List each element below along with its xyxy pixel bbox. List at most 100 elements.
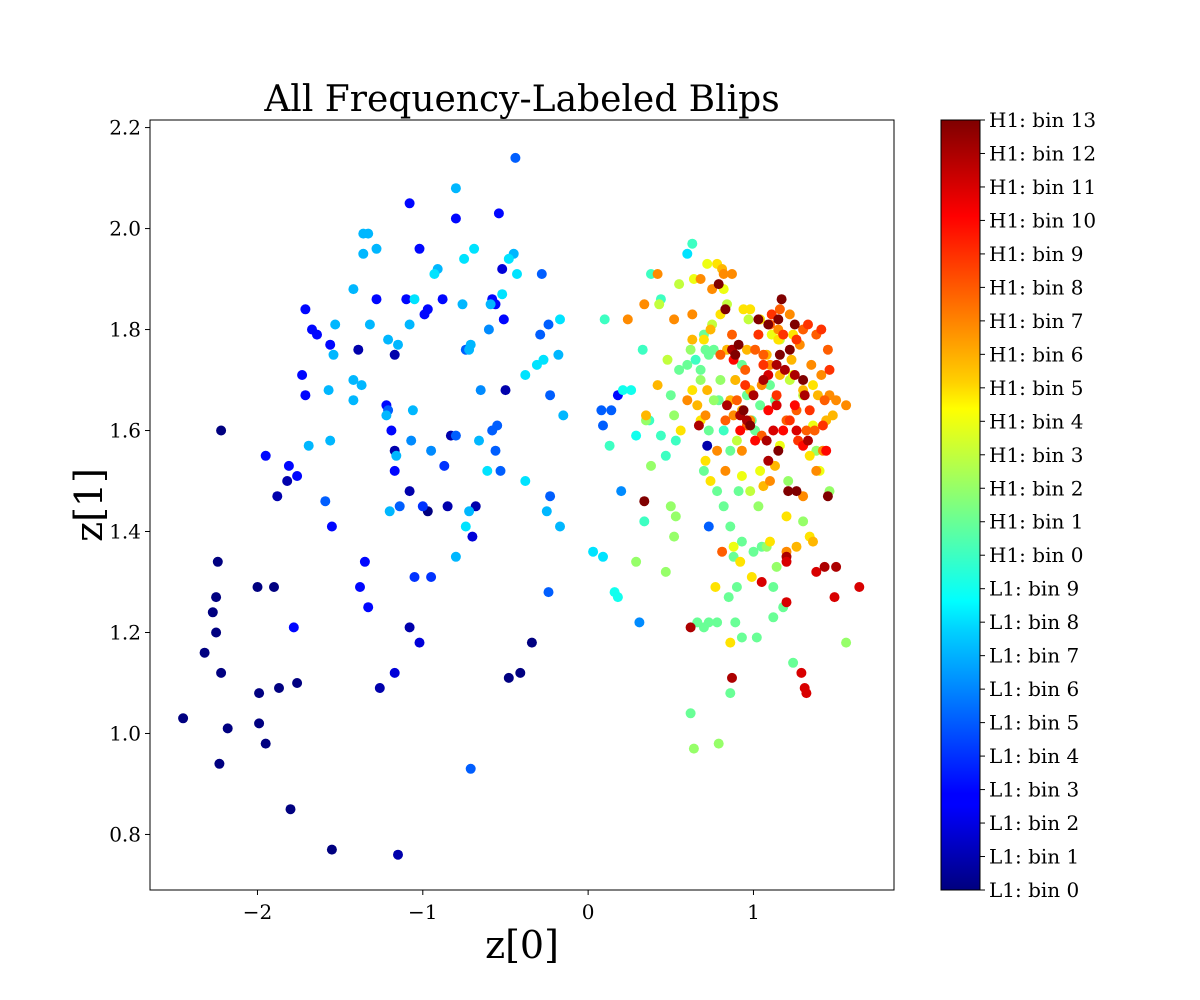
- scatter-point-358: [771, 390, 782, 401]
- scatter-point-220: [669, 531, 680, 542]
- y-tick-label: 1.6: [109, 419, 141, 443]
- scatter-point-356: [715, 349, 726, 360]
- scatter-point-105: [450, 183, 461, 194]
- scatter-point-21: [272, 491, 283, 502]
- scatter-point-346: [819, 395, 830, 406]
- scatter-point-157: [626, 385, 637, 396]
- scatter-point-313: [639, 299, 650, 310]
- scatter-point-257: [702, 258, 713, 269]
- scatter-point-85: [490, 445, 501, 456]
- y-tick-label: 1.8: [109, 318, 141, 342]
- scatter-point-400: [771, 359, 782, 370]
- scatter-point-363: [824, 364, 835, 375]
- scatter-point-68: [371, 294, 382, 305]
- scatter-point-392: [768, 425, 779, 436]
- scatter-point-217: [841, 637, 852, 648]
- scatter-point-173: [690, 354, 701, 365]
- scatter-point-121: [323, 385, 334, 396]
- scatter-point-57: [404, 198, 415, 209]
- scatter-point-317: [712, 445, 723, 456]
- scatter-point-414: [738, 405, 749, 416]
- scatter-point-62: [437, 294, 448, 305]
- scatter-point-219: [660, 566, 671, 577]
- scatter-point-423: [753, 314, 764, 325]
- x-axis-label: z[0]: [485, 923, 559, 967]
- scatter-point-86: [487, 425, 498, 436]
- scatter-point-43: [325, 339, 336, 350]
- scatter-point-148: [538, 354, 549, 365]
- scatter-point-95: [426, 445, 437, 456]
- scatter-point-104: [485, 299, 496, 310]
- scatter-point-50: [359, 556, 370, 567]
- scatter-point-261: [781, 511, 792, 522]
- scatter-point-3: [211, 592, 222, 603]
- scatter-point-315: [682, 395, 693, 406]
- scatter-point-42: [312, 329, 322, 340]
- scatter-point-56: [389, 465, 400, 476]
- scatter-point-118: [348, 375, 359, 385]
- scatter-point-109: [383, 334, 394, 345]
- scatter-point-158: [617, 385, 628, 396]
- scatter-point-354: [740, 364, 751, 375]
- scatter-point-268: [705, 476, 716, 486]
- scatter-point-63: [450, 213, 461, 224]
- scatter-point-207: [751, 632, 762, 643]
- scatter-point-227: [695, 375, 706, 385]
- scatter-point-362: [817, 420, 828, 431]
- scatter-point-152: [598, 551, 608, 562]
- scatter-point-193: [718, 501, 729, 512]
- scatter-point-155: [631, 430, 642, 441]
- scatter-point-314: [622, 314, 633, 325]
- colorbar-tick-label: L1: bin 8: [989, 610, 1079, 634]
- scatter-point-391: [791, 425, 802, 436]
- scatter-point-70: [426, 572, 437, 582]
- scatter-point-336: [765, 476, 775, 486]
- scatter-point-116: [330, 319, 341, 330]
- scatter-point-281: [804, 450, 815, 461]
- scatter-point-291: [786, 354, 797, 365]
- scatter-point-58: [401, 294, 412, 305]
- scatter-point-135: [555, 521, 565, 532]
- scatter-point-113: [358, 248, 369, 259]
- scatter-point-19: [393, 849, 403, 860]
- scatter-point-10: [252, 582, 263, 592]
- scatter-point-166: [660, 450, 671, 461]
- x-tick-label: 1: [747, 900, 760, 924]
- scatter-point-382: [801, 688, 812, 699]
- colorbar-tick-label: L1: bin 9: [989, 577, 1079, 601]
- scatter-point-211: [768, 612, 779, 623]
- scatter-point-7: [222, 723, 233, 734]
- scatter-point-266: [710, 582, 721, 592]
- scatter-point-128: [450, 551, 461, 562]
- scatter-point-40: [300, 304, 311, 315]
- colorbar-tick-label: H1: bin 8: [989, 275, 1083, 299]
- scatter-point-156: [639, 516, 650, 527]
- scatter-point-149: [520, 370, 531, 380]
- scatter-point-198: [748, 546, 759, 557]
- scatter-point-47: [283, 460, 294, 471]
- scatter-point-425: [713, 279, 724, 290]
- scatter-point-369: [753, 329, 764, 340]
- scatter-point-20: [282, 476, 293, 486]
- scatter-point-357: [758, 359, 769, 370]
- scatter-point-418: [791, 486, 802, 497]
- scatter-point-424: [763, 319, 774, 330]
- scatter-point-129: [457, 299, 468, 310]
- scatter-point-395: [761, 435, 772, 446]
- colorbar-tick-label: H1: bin 12: [989, 141, 1096, 165]
- scatter-point-325: [784, 309, 795, 320]
- scatter-point-90: [596, 405, 607, 416]
- scatter-point-11: [254, 688, 265, 699]
- scatter-point-96: [406, 435, 417, 446]
- scatter-point-73: [543, 587, 554, 598]
- scatter-point-131: [465, 339, 476, 350]
- scatter-point-393: [763, 455, 774, 466]
- scatter-point-94: [606, 405, 617, 416]
- scatter-point-378: [821, 445, 832, 456]
- scatter-point-370: [740, 380, 751, 391]
- scatter-point-310: [687, 309, 698, 320]
- scatter-point-137: [464, 506, 475, 517]
- scatter-point-316: [700, 410, 711, 421]
- scatter-point-195: [733, 486, 744, 497]
- scatter-point-417: [783, 486, 794, 497]
